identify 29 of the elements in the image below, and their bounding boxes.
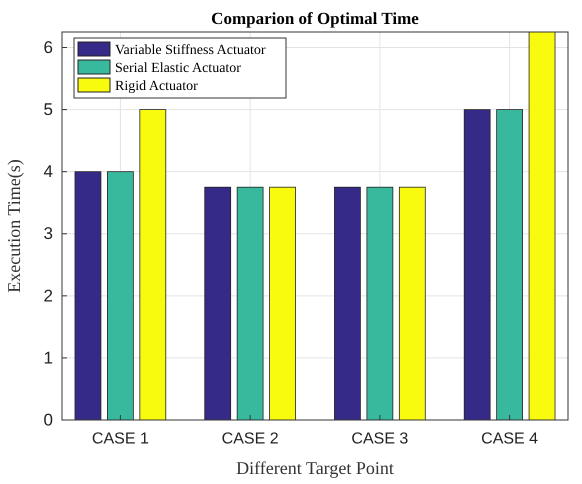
y-tick-label: 1	[44, 348, 53, 368]
y-tick-label: 5	[44, 100, 53, 120]
bar	[334, 186, 361, 420]
x-tick-label: CASE 1	[92, 430, 149, 448]
bar	[74, 171, 102, 420]
x-tick-label: CASE 2	[222, 430, 279, 448]
bar	[398, 186, 426, 420]
y-tick-label: 4	[44, 162, 53, 182]
x-tick-label: CASE 3	[351, 430, 408, 448]
bar	[204, 186, 232, 420]
legend-label: Rigid Actuator	[115, 79, 198, 94]
bar	[528, 32, 556, 420]
bar	[107, 171, 134, 420]
x-tick-label: CASE 4	[481, 430, 538, 448]
bar	[496, 109, 523, 420]
y-tick-label: 3	[44, 224, 53, 244]
legend-label: Variable Stiffness Actuator	[115, 43, 266, 58]
bar	[366, 186, 394, 420]
y-tick-label: 0	[44, 410, 53, 430]
x-axis-title: Different Target Point	[236, 458, 394, 478]
legend-label: Serial Elastic Actuator	[115, 61, 242, 76]
bar	[269, 186, 296, 420]
bar	[139, 109, 166, 420]
bar	[236, 186, 264, 420]
y-axis-title: Execution Time(s)	[4, 159, 24, 293]
y-tick-label: 6	[44, 38, 53, 57]
bar	[464, 109, 491, 420]
chart-title: Comparion of Optimal Time	[211, 9, 420, 28]
y-tick-label: 2	[44, 286, 53, 306]
